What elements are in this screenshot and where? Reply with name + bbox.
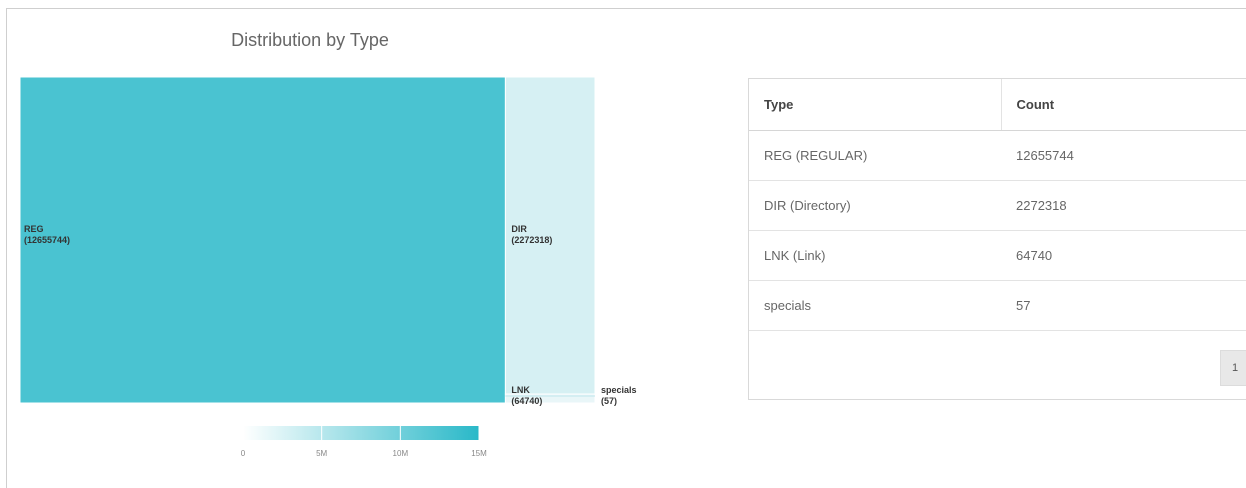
color-legend-bar: [243, 426, 479, 440]
treemap-cell-dir[interactable]: [504, 76, 596, 395]
count-cell: 2272318: [1001, 180, 1246, 231]
type-cell: LNK (Link): [749, 230, 1001, 281]
type-cell: specials: [749, 280, 1001, 331]
panel-frame: [6, 8, 1246, 488]
legend-tick-label: 15M: [471, 449, 487, 458]
treemap-label-dir: DIR (2272318): [511, 224, 552, 245]
page-button-1[interactable]: 1: [1220, 350, 1246, 386]
type-cell: DIR (Directory): [749, 180, 1001, 231]
count-cell: 12655744: [1001, 130, 1246, 181]
table-row: DIR (Directory) 2272318: [749, 180, 1246, 231]
type-cell: REG (REGULAR): [749, 130, 1001, 181]
type-count-table: Type Count REG (REGULAR) 12655744 DIR (D…: [748, 78, 1246, 400]
table-row: specials 57: [749, 280, 1246, 331]
legend-tick-label: 5M: [316, 449, 327, 458]
count-cell: 64740: [1001, 230, 1246, 281]
treemap-cell-specials[interactable]: [504, 402, 596, 405]
chart-title: Distribution by Type: [231, 30, 389, 50]
treemap-chart: REG (12655744) DIR (2272318) LNK (64740) speci…: [19, 76, 637, 458]
count-cell: 57: [1001, 280, 1246, 331]
treemap-label-reg: REG (12655744): [24, 224, 70, 245]
column-header-type[interactable]: Type: [749, 79, 1002, 131]
table-row: REG (REGULAR) 12655744: [749, 130, 1246, 181]
treemap-cell-reg[interactable]: [19, 76, 506, 404]
pagination: 1: [749, 336, 1246, 400]
legend-tick-label: 0: [241, 449, 246, 458]
treemap-label-specials: specials (57): [601, 385, 637, 406]
table-row: LNK (Link) 64740: [749, 230, 1246, 281]
legend-tick-label: 10M: [393, 449, 409, 458]
table-header-row: Type Count: [749, 79, 1246, 131]
treemap-label-lnk: LNK (64740): [511, 385, 542, 406]
column-header-count[interactable]: Count: [1001, 79, 1246, 131]
